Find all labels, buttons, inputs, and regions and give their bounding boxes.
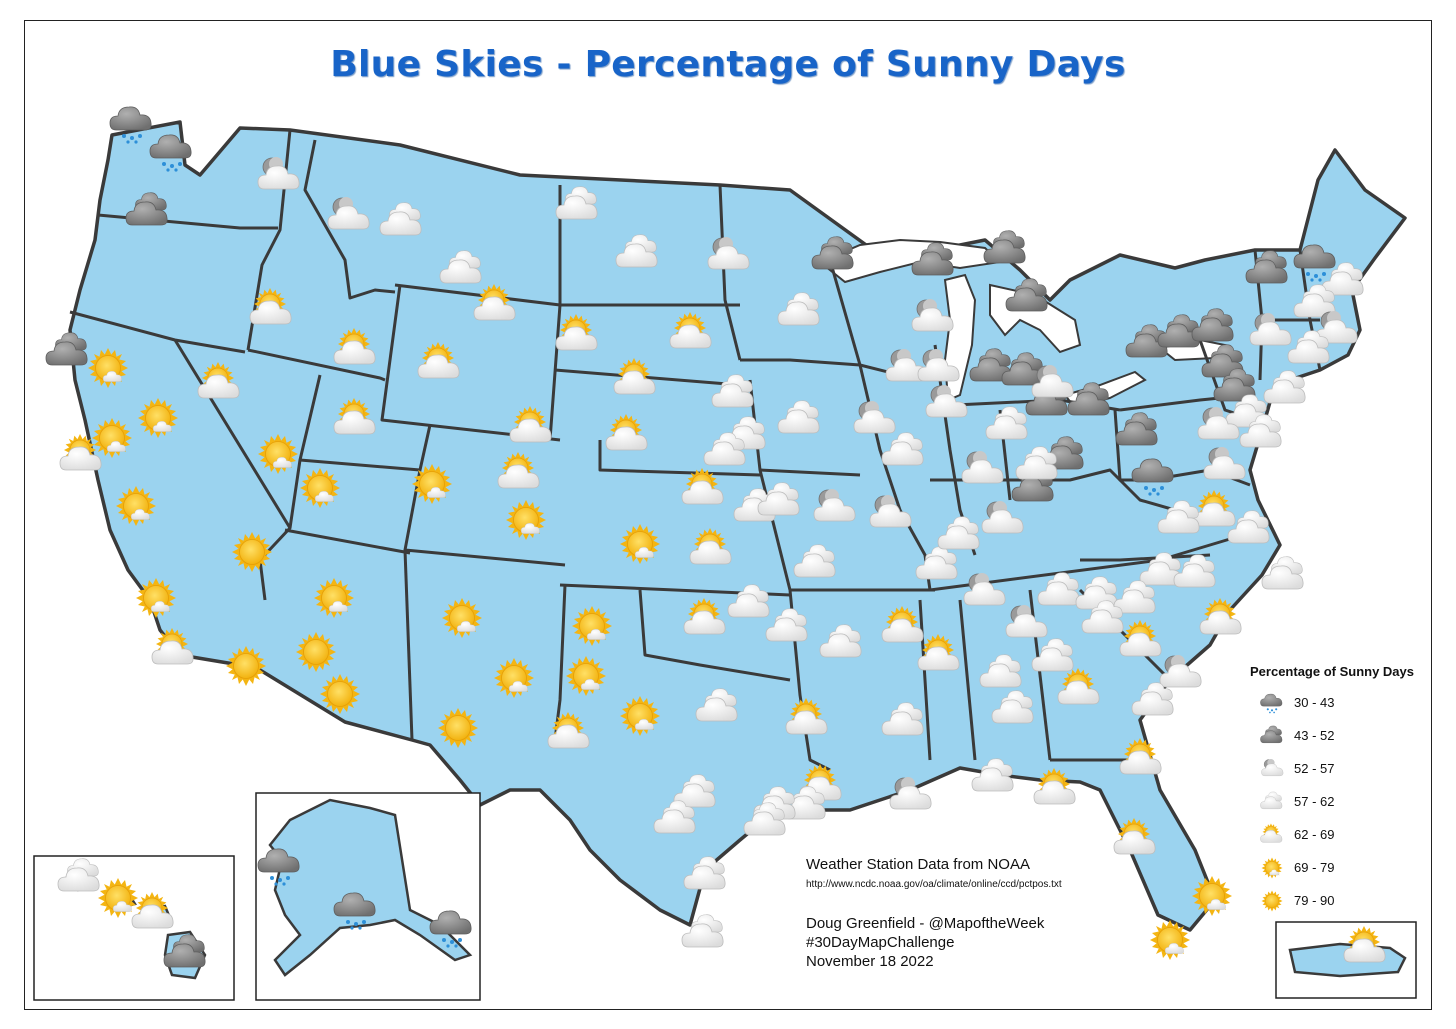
sun-icon [1256, 886, 1288, 916]
alaska-outline [268, 798, 473, 977]
gray-cloud-icon [1256, 721, 1288, 751]
map-title: Blue Skies - Percentage of Sunny Days [330, 44, 1126, 85]
legend-item-69-79: 69 - 79 [1250, 853, 1440, 883]
sun-small-cloud-icon [1256, 853, 1288, 883]
cloud-moon-icon [1256, 754, 1288, 784]
sun-behind-cloud-icon [1256, 820, 1288, 850]
source-title: Weather Station Data from NOAA [806, 856, 1030, 873]
map-frame [24, 20, 1432, 1010]
rain-cloud-icon [1256, 688, 1288, 718]
hashtag: #30DayMapChallenge [806, 934, 955, 951]
legend-item-43-52: 43 - 52 [1250, 721, 1440, 751]
legend-item-52-57: 52 - 57 [1250, 754, 1440, 784]
legend-title: Percentage of Sunny Days [1250, 664, 1414, 679]
legend-item-30-43: 30 - 43 [1250, 688, 1440, 718]
date: November 18 2022 [806, 953, 934, 970]
legend-item-62-69: 62 - 69 [1250, 820, 1440, 850]
author: Doug Greenfield - @MapoftheWeek [806, 915, 1045, 932]
source-url: http://www.ncdc.noaa.gov/oa/climate/onli… [806, 879, 1062, 890]
credits: Weather Station Data from NOAA http://ww… [806, 856, 1062, 971]
legend-item-57-62: 57 - 62 [1250, 787, 1440, 817]
legend-item-79-90: 79 - 90 [1250, 886, 1440, 916]
legend: Percentage of Sunny Days 30 - 43 43 - 52… [1250, 664, 1440, 679]
white-cloud-icon [1256, 787, 1288, 817]
